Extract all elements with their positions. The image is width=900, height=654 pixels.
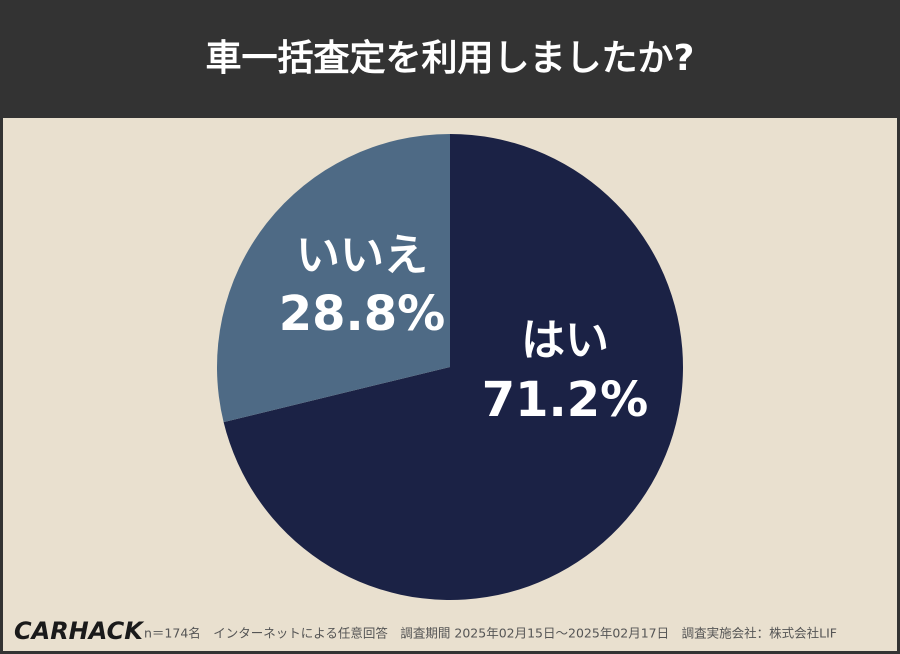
chart-title: 車一括査定を利用しましたか? <box>206 38 695 79</box>
footer-note: n＝174名 インターネットによる任意回答 調査期間 2025年02月15日～2… <box>144 626 837 641</box>
logo: CARHACK <box>14 617 145 645</box>
pie-slice <box>216 134 450 423</box>
header-bar <box>0 0 900 118</box>
value-label: 28.8% <box>279 286 446 342</box>
slice-label: いいえ <box>296 230 428 281</box>
pie-slice <box>223 134 683 600</box>
value-label: 71.2% <box>482 372 649 428</box>
slice-label: はい <box>521 315 609 366</box>
